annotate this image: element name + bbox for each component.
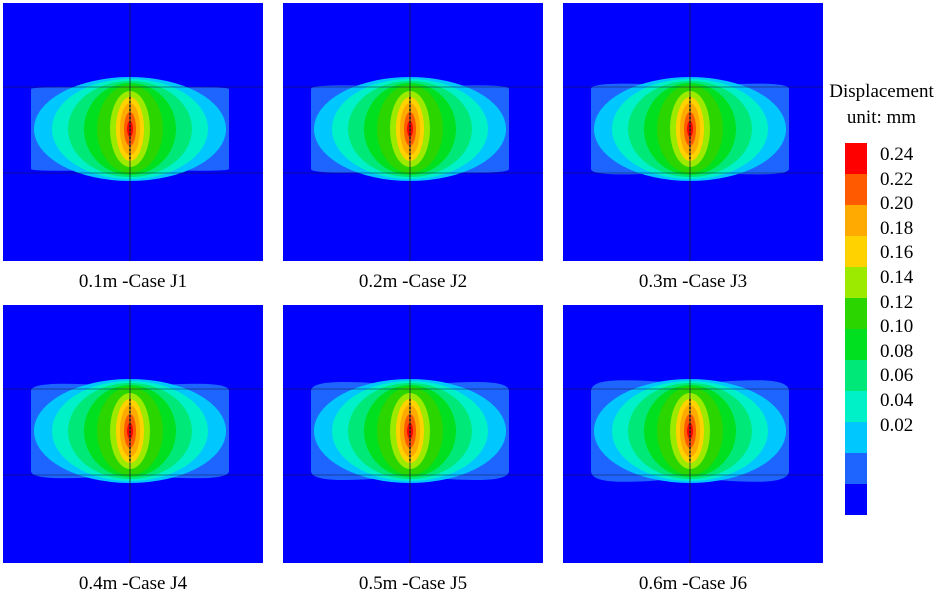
- legend-swatch: [845, 298, 867, 329]
- caption-j6: 0.6m -Case J6: [638, 573, 748, 594]
- legend-swatch: [845, 360, 867, 391]
- legend-tick-label: 0.04: [880, 390, 914, 411]
- legend-tick-label: 0.08: [880, 340, 914, 362]
- legend-swatch: [845, 329, 867, 360]
- legend-color-scale: [845, 143, 867, 515]
- contour-panel-j4: [3, 305, 263, 563]
- legend-swatch: [845, 484, 867, 515]
- legend-swatch: [845, 236, 867, 267]
- contour-plot: [563, 305, 823, 563]
- caption-j4: 0.4m -Case J4: [78, 573, 188, 594]
- legend-swatch: [845, 174, 867, 205]
- contour-plot: [563, 3, 823, 261]
- legend-tick-label: 0.20: [880, 193, 914, 215]
- legend-swatch: [845, 267, 867, 298]
- contour-panel-j6: [563, 305, 823, 563]
- legend-tick-label: 0.16: [880, 242, 914, 264]
- contour-plot: [283, 3, 543, 261]
- contour-plot: [283, 305, 543, 563]
- contour-panel-j2: [283, 3, 543, 261]
- contour-plot: [3, 3, 263, 261]
- legend-title: Displacement: [829, 81, 934, 102]
- legend-tick-label: 0.06: [880, 365, 914, 387]
- legend-tick-label: 0.22: [880, 168, 914, 190]
- legend-tick-label: 0.10: [880, 316, 914, 338]
- contour-panel-j1: [3, 3, 263, 261]
- caption-j5: 0.5m -Case J5: [358, 573, 468, 594]
- legend-swatch: [845, 205, 867, 236]
- caption-j1: 0.1m -Case J1: [78, 271, 188, 292]
- legend-unit: unit: mm: [846, 107, 917, 128]
- caption-j2: 0.2m -Case J2: [358, 271, 468, 292]
- legend-swatch: [845, 453, 867, 484]
- legend-tick-label: 0.24: [880, 144, 914, 165]
- contour-plot: [3, 305, 263, 563]
- legend-tick-label: 0.12: [880, 291, 914, 313]
- legend-tick-label: 0.02: [880, 414, 914, 436]
- legend-swatch: [845, 391, 867, 422]
- legend-swatch: [845, 143, 867, 174]
- caption-j3: 0.3m -Case J3: [638, 271, 748, 292]
- legend-swatch: [845, 422, 867, 453]
- contour-panel-j3: [563, 3, 823, 261]
- legend-tick-label: 0.14: [880, 267, 914, 288]
- contour-panel-j5: [283, 305, 543, 563]
- legend-tick-label: 0.18: [880, 217, 914, 239]
